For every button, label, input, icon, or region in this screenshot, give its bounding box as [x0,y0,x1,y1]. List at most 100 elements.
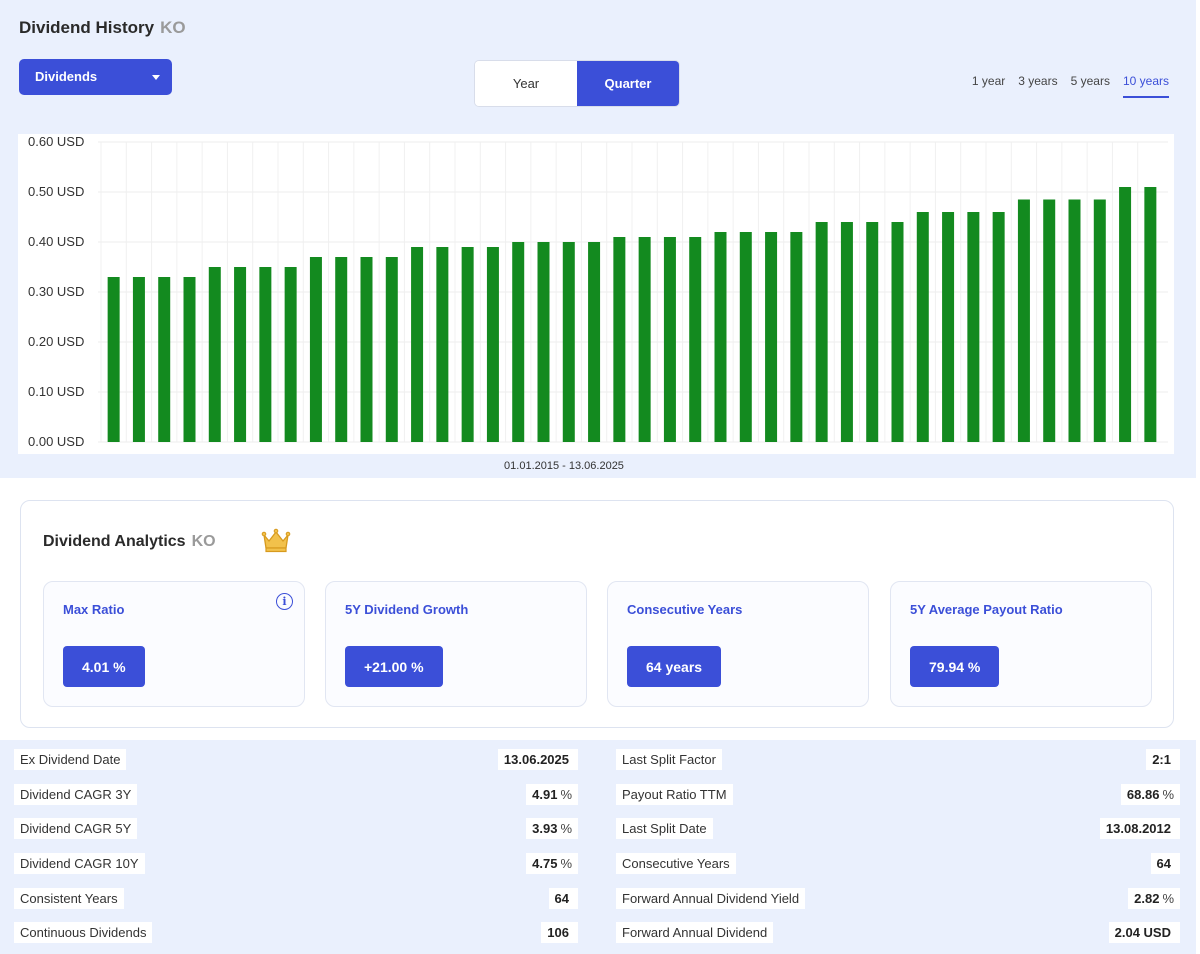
dividend-bar[interactable] [1068,199,1081,443]
dividend-bar[interactable] [1017,199,1030,443]
stat-row: Forward Annual Dividend 2.04 USD [600,922,1182,944]
card-consecutive-years: Consecutive Years 64 years [607,581,869,707]
toggle-year[interactable]: Year [475,61,577,106]
stat-value: 4.75% [526,853,578,874]
card-value: 64 years [627,646,722,687]
dividend-bar[interactable] [385,257,398,442]
stat-key: Consecutive Years [616,853,736,874]
dividend-bar-chart: 0.00 USD 0.10 USD 0.20 USD 0.30 USD 0.40 USD… [28,134,1168,449]
dividend-bar[interactable] [284,267,297,442]
metric-dropdown[interactable]: Dividends [19,59,172,95]
stat-value-text: 64 [1156,856,1171,871]
dividend-bar[interactable] [815,222,828,442]
stat-row: Continuous Dividends 106 [0,922,580,944]
range-1-year[interactable]: 1 year [971,74,1006,88]
dividend-bar[interactable] [158,277,171,442]
stat-value: 4.91% [526,784,578,805]
stat-value: 3.93% [526,818,578,839]
stat-key: Forward Annual Dividend Yield [616,888,806,909]
stat-row: Dividend CAGR 10Y 4.75% [0,853,580,875]
dividend-bar[interactable] [259,267,272,442]
dividend-bar[interactable] [512,242,525,442]
dividend-bar[interactable] [309,257,322,442]
stat-unit: % [1162,787,1174,802]
dividend-bar[interactable] [714,232,727,442]
dividend-history-panel: Dividend History KO Dividends Year Quarte… [0,0,1196,478]
stat-row: Last Split Factor 2:1 [600,749,1182,771]
dividend-bar[interactable] [461,247,474,442]
stat-value-text: 64 [554,891,569,906]
stat-row: Consistent Years 64 [0,888,580,910]
stat-key: Last Split Factor [616,749,722,770]
dividend-bar[interactable] [765,232,778,442]
dividend-bar[interactable] [1144,187,1157,442]
range-3-years[interactable]: 3 years [1018,74,1058,88]
dividend-bar[interactable] [840,222,853,442]
card-label: 5Y Average Payout Ratio [910,602,1063,617]
card-value: 79.94 % [910,646,1000,687]
crown-icon [261,528,291,553]
y-tick-label: 0.40 USD [28,234,84,249]
dividend-bar[interactable] [562,242,575,442]
stat-unit: % [560,856,572,871]
dividend-bar[interactable] [638,237,651,442]
card-5y-average-payout-ratio: 5Y Average Payout Ratio 79.94 % [890,581,1152,707]
card-value: 4.01 % [63,646,145,687]
stat-value: 2:1 [1146,749,1180,770]
dividend-bar[interactable] [613,237,626,442]
dividend-stats-table: Ex Dividend Date 13.06.2025 Dividend CAG… [0,740,1196,954]
dividend-bar[interactable] [234,267,247,442]
dividend-bar[interactable] [689,237,702,442]
card-5y-dividend-growth: 5Y Dividend Growth +21.00 % [325,581,587,707]
dividend-bar[interactable] [790,232,803,442]
dividend-bar[interactable] [411,247,424,442]
range-5-years[interactable]: 5 years [1070,74,1110,88]
dividend-bar[interactable] [360,257,373,442]
stat-value-text: 4.91 [532,787,558,802]
stat-row: Payout Ratio TTM 68.86% [600,784,1182,806]
stat-value-text: 2:1 [1152,752,1171,767]
card-max-ratio: Max Ratio i 4.01 % [43,581,305,707]
dividend-bar[interactable] [866,222,879,442]
analytics-title-text: Dividend Analytics [43,533,186,550]
stat-value: 13.08.2012 [1099,818,1180,839]
dividend-bar[interactable] [183,277,196,442]
analytics-title: Dividend Analytics KO [43,533,216,551]
stat-value-text: 13.08.2012 [1105,821,1171,836]
dividend-bar[interactable] [1119,187,1132,442]
stat-value-text: 13.06.2025 [503,752,569,767]
stat-value: 68.86% [1120,784,1180,805]
dividend-bar[interactable] [436,247,449,442]
dividend-bar[interactable] [132,277,145,442]
chevron-down-icon [152,75,160,80]
range-10-years[interactable]: 10 years [1122,74,1169,98]
dividend-analytics-panel: Dividend Analytics KO Max Ratio i 4.01 % … [20,500,1174,728]
dividend-bar[interactable] [891,222,904,442]
dividend-bar[interactable] [486,247,499,442]
card-label: Consecutive Years [627,602,743,617]
dividend-bar[interactable] [663,237,676,442]
dividend-bar[interactable] [335,257,348,442]
stat-row: Forward Annual Dividend Yield 2.82% [600,888,1182,910]
dividend-bar[interactable] [967,212,980,442]
dividend-bar[interactable] [942,212,955,442]
dividend-bar[interactable] [107,277,120,442]
period-toggle: Year Quarter [474,60,680,107]
dividend-bar[interactable] [916,212,929,442]
dividend-bar[interactable] [588,242,601,442]
stat-value: 2.04 USD [1108,922,1180,943]
dividend-bar[interactable] [739,232,752,442]
y-tick-label: 0.20 USD [28,334,84,349]
stat-key: Dividend CAGR 3Y [14,784,138,805]
chart-date-range: 01.01.2015 - 13.06.2025 [504,460,624,472]
stat-row: Ex Dividend Date 13.06.2025 [0,749,580,771]
toggle-quarter[interactable]: Quarter [577,61,679,106]
dividend-bar[interactable] [1043,199,1056,443]
dividend-bar[interactable] [1093,199,1106,443]
dividend-bar[interactable] [208,267,221,442]
stat-value-text: 2.04 USD [1114,925,1171,940]
dividend-bar[interactable] [537,242,550,442]
dividend-bar[interactable] [992,212,1005,442]
info-icon[interactable]: i [276,593,293,610]
stat-value-text: 4.75 [532,856,558,871]
